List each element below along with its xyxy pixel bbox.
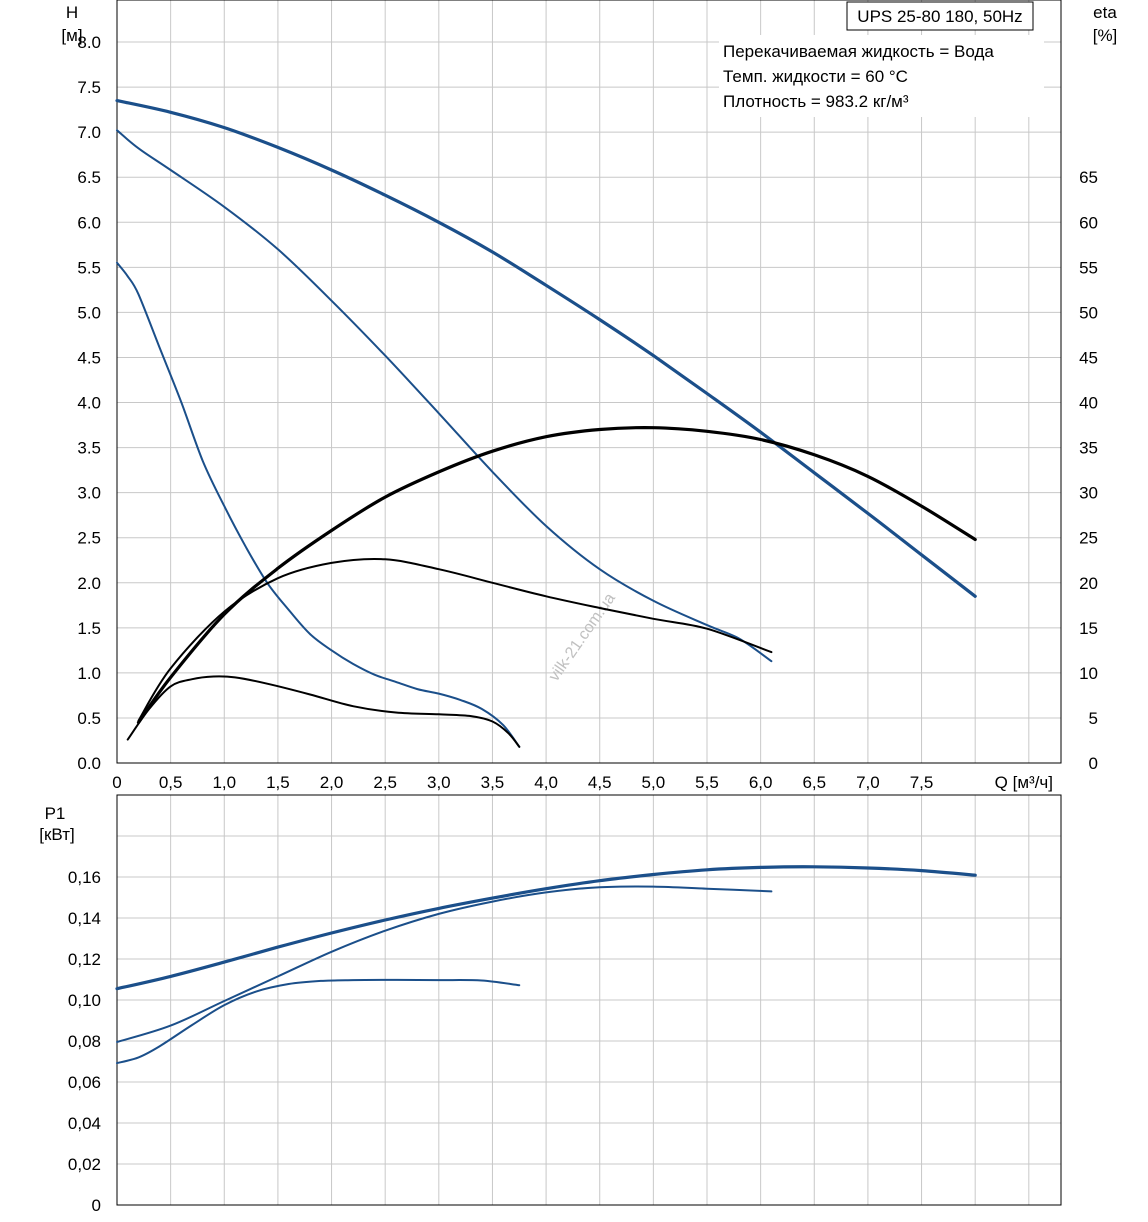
power-tick-label: 0,16	[68, 868, 101, 887]
head-curve-speed-1	[116, 261, 521, 748]
power-tick-label: 0,02	[68, 1155, 101, 1174]
y2-axis-unit: [%]	[1093, 26, 1118, 45]
top-panel-curves	[115, 99, 977, 748]
y-tick-label: 5.5	[77, 258, 101, 277]
info-box	[719, 35, 1044, 117]
x-tick-label: 6,0	[749, 773, 773, 792]
y-tick-label: 7.0	[77, 123, 101, 142]
y-tick-label: 8.0	[77, 33, 101, 52]
y-tick-label: 3.5	[77, 439, 101, 458]
power-curve-speed-1	[116, 978, 521, 1065]
y-tick-label: 2.0	[77, 574, 101, 593]
y2-tick-label: 10	[1079, 664, 1098, 683]
head-curve-speed-3	[115, 99, 977, 598]
y-tick-label: 0.0	[77, 754, 101, 773]
power-tick-label: 0,10	[68, 991, 101, 1010]
efficiency-curve-speed-3	[136, 426, 977, 724]
power-tick-label: 0,08	[68, 1032, 101, 1051]
x-axis-title: Q [м³/ч]	[995, 773, 1053, 792]
y2-tick-label: 40	[1079, 394, 1098, 413]
y2-tick-label: 55	[1079, 258, 1098, 277]
y-tick-label: 1.5	[77, 619, 101, 638]
annotation-fluid: Перекачиваемая жидкость = Вода	[723, 42, 994, 61]
x-tick-label: 3,5	[481, 773, 505, 792]
power-tick-label: 0	[92, 1196, 101, 1215]
x-tick-label: 3,0	[427, 773, 451, 792]
y2-axis-title: eta	[1093, 3, 1117, 22]
x-tick-label: 0	[112, 773, 121, 792]
efficiency-curve-speed-2	[137, 558, 773, 722]
bottom-panel-grid	[117, 795, 1061, 1205]
x-tick-label: 0,5	[159, 773, 183, 792]
bottom-plot-frame	[116, 794, 1062, 1206]
chart-title: UPS 25-80 180, 50Hz	[857, 7, 1022, 26]
head-curve-speed-2	[116, 129, 773, 663]
y-tick-label: 6.5	[77, 168, 101, 187]
power-tick-label: 0,14	[68, 909, 101, 928]
y2-tick-label: 5	[1089, 709, 1098, 728]
y2-tick-label: 15	[1079, 619, 1098, 638]
x-tick-label: 2,5	[373, 773, 397, 792]
y2-tick-label: 30	[1079, 484, 1098, 503]
x-tick-label: 7,5	[910, 773, 934, 792]
y-tick-label: 7.5	[77, 78, 101, 97]
x-tick-label: 2,0	[320, 773, 344, 792]
bottom-axis-labels: 0 0,02 0,04 0,06 0,08 0,10 0,12 0,14 0,16	[68, 868, 101, 1215]
y-tick-label: 0.5	[77, 709, 101, 728]
y2-tick-label: 0	[1089, 754, 1098, 773]
y2-tick-label: 20	[1079, 574, 1098, 593]
top-axis-labels: 0 0,5 1,0 1,5 2,0 2,5 3,0 3,5 4,0 4,5 5,0 5,5 6,0 6,5…	[77, 33, 1098, 792]
power-tick-label: 0,12	[68, 950, 101, 969]
x-tick-label: 6,5	[802, 773, 826, 792]
power-curve-speed-2	[116, 885, 773, 1043]
annotation-temperature: Темп. жидкости = 60 °C	[723, 67, 908, 86]
y-tick-label: 3.0	[77, 484, 101, 503]
y-tick-label: 5.0	[77, 303, 101, 322]
power-tick-label: 0,04	[68, 1114, 101, 1133]
title-box	[846, 1, 1034, 31]
y2-tick-label: 35	[1079, 439, 1098, 458]
power-tick-label: 0,06	[68, 1073, 101, 1092]
y2-tick-label: 60	[1079, 213, 1098, 232]
power-curve-speed-3	[115, 865, 977, 991]
y2-tick-label: 50	[1079, 303, 1098, 322]
y-tick-label: 6.0	[77, 213, 101, 232]
x-tick-label: 4,0	[534, 773, 558, 792]
x-tick-label: 1,5	[266, 773, 290, 792]
y-tick-label: 4.5	[77, 348, 101, 367]
x-tick-label: 5,0	[642, 773, 666, 792]
y-tick-label: 4.0	[77, 394, 101, 413]
y-tick-label: 1.0	[77, 664, 101, 683]
x-tick-label: 4,5	[588, 773, 612, 792]
top-panel-grid	[117, 0, 1061, 763]
y-axis-unit: [м]	[61, 26, 82, 45]
x-tick-label: 5,5	[695, 773, 719, 792]
y-axis-title: H	[66, 3, 78, 22]
y2-tick-label: 45	[1079, 348, 1098, 367]
annotation-density: Плотность = 983.2 кг/м³	[723, 92, 909, 111]
x-tick-label: 1,0	[212, 773, 236, 792]
y2-tick-label: 65	[1079, 168, 1098, 187]
top-plot-frame	[116, 0, 1062, 764]
x-tick-label: 7,0	[856, 773, 880, 792]
y-tick-label: 2.5	[77, 529, 101, 548]
power-axis-unit: [кВт]	[39, 825, 74, 844]
power-axis-title: P1	[45, 804, 66, 823]
y2-tick-label: 25	[1079, 529, 1098, 548]
efficiency-curve-speed-1	[126, 675, 521, 748]
bottom-panel-curves	[115, 865, 977, 1065]
